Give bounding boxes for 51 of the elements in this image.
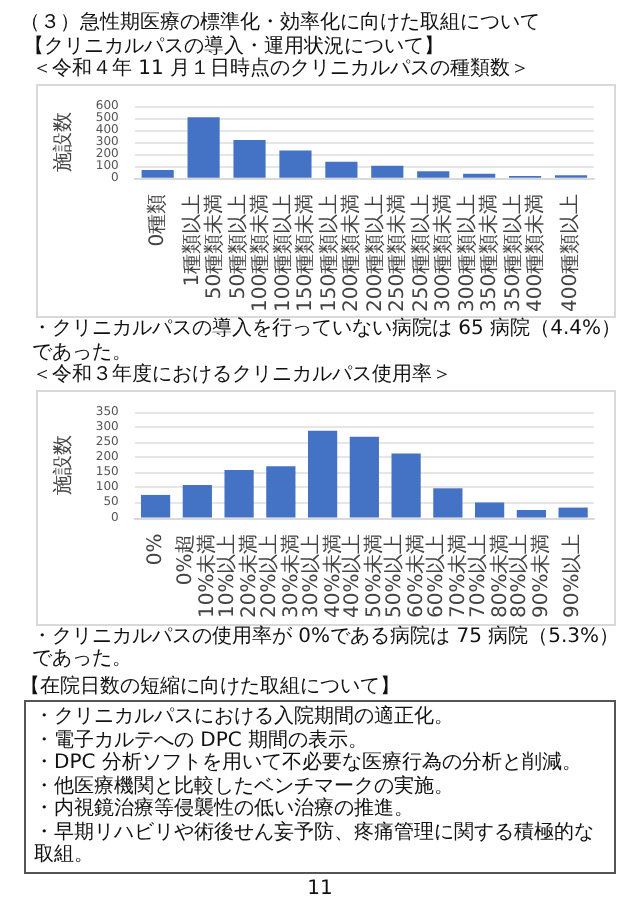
x-tick-label: 100種類以上150種類未満 bbox=[271, 192, 318, 312]
text: 【クリニカルパスの導入・運用状況について】 bbox=[22, 35, 446, 57]
x-tick-label: 60%以上70%未満 bbox=[423, 533, 470, 618]
bar bbox=[417, 170, 450, 177]
bar bbox=[187, 116, 220, 177]
bar bbox=[141, 169, 174, 177]
x-tick-label: 20%以上30%未満 bbox=[256, 533, 303, 618]
bar bbox=[558, 507, 588, 518]
x-tick-label: 80%以上90%未満 bbox=[507, 533, 554, 618]
bar bbox=[516, 509, 546, 518]
text: （３）急性期医療の標準化・効率化に向けた取組について bbox=[18, 12, 542, 35]
y-axis-title: 施設数 bbox=[51, 434, 75, 495]
x-tick-label: 1種類以上50種類未満 bbox=[179, 192, 226, 299]
x-tick-label: 200種類以上250種類未満 bbox=[363, 192, 410, 312]
text: ・クリニカルパスの使用率が 0%である病院は 75 病院（5.3%）であった。 bbox=[30, 625, 622, 671]
x-tick-label: 30%以上40%未満 bbox=[298, 533, 345, 618]
bar bbox=[279, 149, 312, 177]
bar bbox=[140, 494, 171, 518]
bar bbox=[233, 139, 266, 177]
text: ・他医療機関と比較したベンチマークの実施。 bbox=[34, 775, 456, 797]
bar bbox=[371, 164, 404, 177]
text: 11 bbox=[305, 877, 335, 900]
bar bbox=[182, 484, 212, 518]
bar bbox=[475, 501, 505, 518]
text: ・内視鏡治療等侵襲性の低い治療の推進。 bbox=[34, 798, 416, 821]
x-tick-label: 350種類以上400種類未満 bbox=[501, 192, 548, 312]
bar bbox=[266, 465, 296, 518]
x-tick-label: 50種類以上100種類未満 bbox=[225, 192, 272, 312]
x-tick-label: 250種類以上300種類未満 bbox=[409, 192, 456, 312]
bar bbox=[307, 430, 338, 518]
x-tick-label: 300種類以上350種類未満 bbox=[455, 192, 502, 312]
x-tick-label: 70%以上80%未満 bbox=[465, 533, 512, 618]
chart-title: ＜令和３年度におけるクリニカルパス使用率＞ bbox=[30, 364, 454, 388]
text: ・DPC 分析ソフトを用いて不必要な医療行為の分析と削減。 bbox=[34, 752, 584, 775]
x-tick-label: 90%以上 bbox=[560, 533, 585, 618]
text: ・クリニカルパスの導入を行っていない病院は 65 病院（4.4%）であった。 bbox=[30, 318, 623, 364]
text: 【在院日数の短縮に向けた取組について】 bbox=[18, 675, 402, 698]
x-tick-label: 0種類 bbox=[144, 192, 169, 246]
text: ・クリニカルパスにおける入院期間の適正化。 bbox=[34, 706, 456, 729]
bar bbox=[391, 453, 421, 518]
bar bbox=[433, 487, 463, 518]
x-tick-label: 0% bbox=[144, 533, 167, 565]
bar bbox=[349, 436, 379, 518]
y-axis-title: 施設数 bbox=[51, 110, 75, 171]
x-tick-label: 150種類以上200種類未満 bbox=[317, 192, 364, 312]
text: ・電子カルテへの DPC 期間の表示。 bbox=[34, 729, 371, 751]
bar bbox=[325, 160, 358, 177]
chart-title: ＜令和４年 11 月１日時点のクリニカルパスの種類数＞ bbox=[30, 58, 533, 81]
bar bbox=[224, 469, 254, 518]
text: ・早期リハビリや術後せん妄予防、疼痛管理に関する積極的な取組。 bbox=[34, 821, 596, 867]
x-tick-label: 400種類以上 bbox=[558, 192, 583, 312]
